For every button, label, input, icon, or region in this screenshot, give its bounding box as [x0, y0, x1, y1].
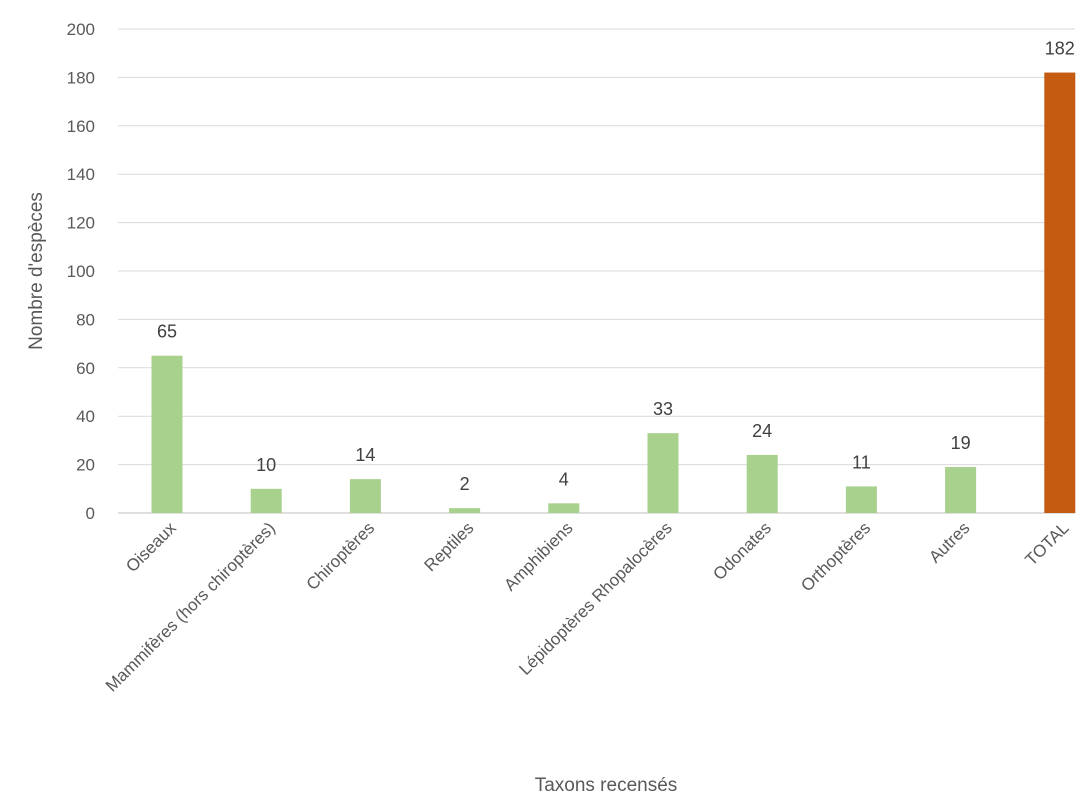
bar-l-pidopt-res-rhopaloc-res [647, 433, 679, 513]
bars [151, 72, 1076, 513]
data-label: 11 [852, 452, 871, 472]
data-label: 24 [752, 421, 772, 441]
bar-reptiles [449, 508, 481, 513]
bar-mammif-res-hors-chiropt-res [250, 488, 282, 513]
data-label: 19 [951, 433, 971, 453]
x-tick-label: Odonates [709, 518, 775, 584]
y-tick-label: 20 [76, 456, 95, 475]
bar-chiropt-res [349, 479, 381, 513]
x-tick-label: TOTAL [1022, 518, 1073, 569]
data-label: 4 [559, 469, 569, 489]
bar-orthopt-res [845, 486, 877, 513]
y-tick-label: 80 [76, 310, 95, 329]
x-axis-title: Taxons recensés [535, 775, 678, 796]
y-tick-label: 200 [67, 20, 95, 39]
bar-oiseaux [151, 355, 183, 513]
y-tick-label: 100 [67, 262, 95, 281]
x-tick-label: Reptiles [421, 518, 478, 575]
x-tick-label: Amphibiens [500, 518, 576, 594]
bar-total [1044, 72, 1076, 513]
data-label: 10 [256, 455, 276, 475]
y-tick-label: 120 [67, 214, 95, 233]
bar-odonates [746, 454, 778, 513]
y-tick-label: 0 [86, 504, 95, 523]
data-label: 33 [653, 399, 673, 419]
y-axis-ticks: 0 20 40 60 80 100 120 140 160 180 200 [67, 20, 95, 523]
gridlines [118, 28, 1075, 514]
x-tick-label: Chiroptères [303, 518, 379, 594]
bar-amphibiens [548, 503, 580, 513]
x-tick-label: Mammifères (hors chiroptères) [102, 518, 279, 695]
y-tick-label: 160 [67, 117, 95, 136]
x-tick-label: Orthoptères [797, 518, 874, 595]
data-label: 14 [355, 445, 375, 465]
y-axis-title: Nombre d'espèces [26, 192, 47, 350]
y-tick-label: 140 [67, 165, 95, 184]
data-label: 2 [460, 474, 470, 494]
y-tick-label: 40 [76, 407, 95, 426]
x-tick-label: Autres [925, 518, 973, 566]
y-tick-label: 180 [67, 68, 95, 87]
y-tick-label: 60 [76, 359, 95, 378]
x-tick-label: Oiseaux [122, 518, 180, 576]
data-label: 182 [1045, 39, 1075, 59]
data-label: 65 [157, 322, 177, 342]
bar-autres [945, 467, 977, 513]
